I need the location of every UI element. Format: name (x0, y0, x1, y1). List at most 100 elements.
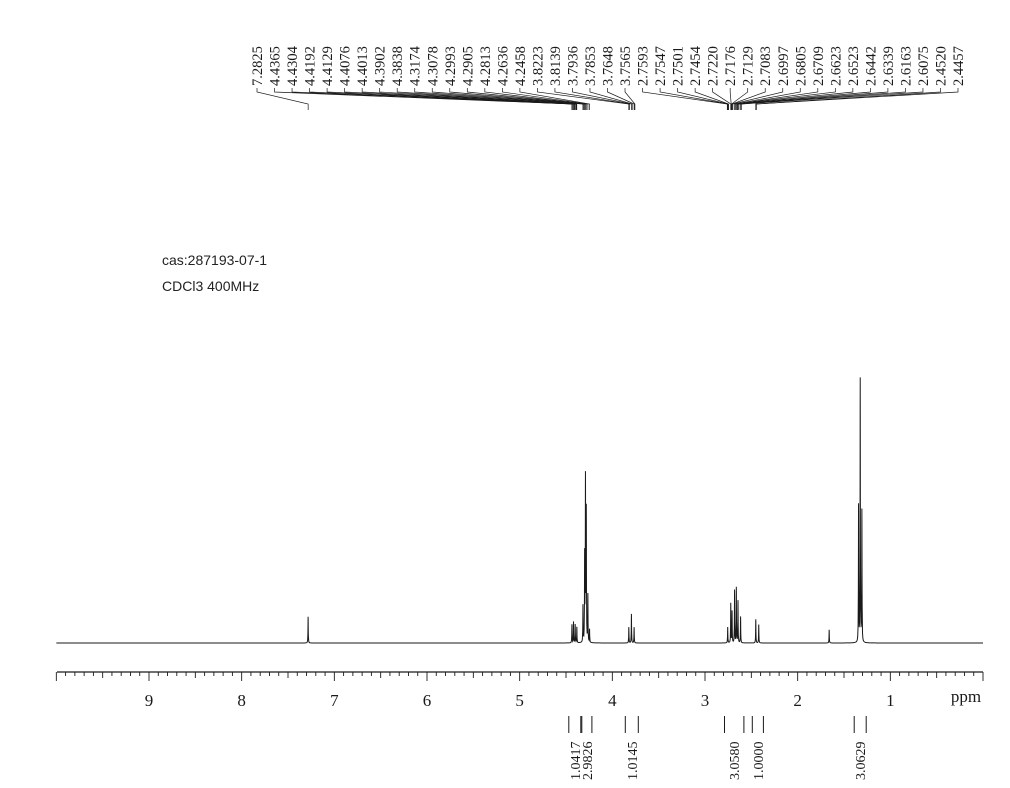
peak-leader-line (484, 88, 587, 110)
peak-leader-line (554, 88, 630, 110)
integration-value: 1.0417 (569, 742, 584, 781)
peak-label: 4.2813 (478, 46, 494, 86)
x-axis-label: ppm (951, 687, 981, 706)
peak-leader-line (732, 88, 784, 110)
peak-leader-line (361, 88, 576, 110)
peak-leader-line (379, 88, 577, 110)
peak-leader-line (537, 88, 630, 110)
peak-leader-line (274, 88, 573, 110)
x-tick-label: 3 (701, 691, 710, 710)
peak-label: 2.7176 (723, 46, 739, 86)
peak-label: 2.6709 (811, 46, 827, 86)
peak-leader-line (344, 88, 575, 110)
peak-label: 2.6997 (776, 46, 792, 86)
peak-label: 2.7501 (671, 46, 687, 86)
peak-leader-line (519, 88, 590, 110)
peak-label: 2.7593 (636, 46, 652, 86)
integration-bracket (568, 716, 582, 733)
peak-leader-line (291, 88, 573, 110)
peak-label: 7.2825 (250, 46, 266, 86)
integration-bracket (724, 716, 745, 733)
peak-leader-line (624, 88, 636, 110)
peak-leader-line (677, 88, 729, 110)
peak-leader-line (740, 88, 906, 110)
peak-leader-line (755, 88, 941, 110)
peak-label: 4.4076 (338, 46, 354, 86)
peak-label: 2.6623 (828, 46, 844, 86)
peak-leader-line (414, 88, 584, 110)
x-tick-label: 7 (330, 691, 339, 710)
peak-label: 4.2905 (460, 46, 476, 86)
peak-leader-line (309, 88, 574, 110)
x-tick-label: 1 (886, 691, 895, 710)
peak-label: 2.4520 (933, 46, 949, 86)
integration-value: 3.0629 (854, 742, 869, 781)
peak-label: 2.6442 (863, 46, 879, 86)
peak-label: 2.6163 (898, 46, 914, 86)
peak-leader-line (756, 88, 959, 110)
peak-leader-line (607, 88, 635, 110)
x-tick-label: 9 (145, 691, 154, 710)
peak-label: 3.8223 (530, 46, 546, 86)
peak-label: 2.6339 (881, 46, 897, 86)
peak-label: 4.4365 (268, 46, 284, 86)
peak-label: 4.3838 (390, 46, 406, 86)
peak-label: 2.7220 (706, 46, 722, 86)
peak-label: 4.4013 (355, 46, 371, 86)
peak-leader-line (736, 88, 854, 110)
peak-label: 4.3902 (373, 46, 389, 86)
peak-label: 2.4457 (951, 46, 967, 86)
integration-bracket (581, 716, 593, 733)
peak-label: 2.7454 (688, 45, 704, 86)
x-tick-label: 4 (608, 691, 617, 710)
peak-leader-line (734, 88, 801, 110)
peak-label: 3.7565 (618, 46, 634, 86)
peak-leader-line (731, 88, 749, 110)
peak-label: 2.6805 (793, 46, 809, 86)
integration-value: 3.0580 (728, 742, 743, 781)
peak-label: 2.7129 (741, 46, 757, 86)
peak-label-group: 7.2825 4.4365 4.4304 4.4192 4.4129 4.4076 4.40… (250, 45, 967, 110)
peak-leader-line (738, 88, 889, 110)
peak-leader-line (729, 88, 732, 110)
integration-value: 1.0145 (626, 742, 641, 781)
peak-leader-line (326, 88, 575, 110)
peak-leader-line (659, 88, 729, 110)
peak-leader-line (466, 88, 586, 110)
x-tick-label: 5 (515, 691, 524, 710)
peak-label: 3.7936 (565, 46, 581, 86)
peak-label: 3.7853 (583, 46, 599, 86)
peak-leader-line (396, 88, 578, 110)
peak-leader-line (741, 88, 924, 110)
peak-leader-line (735, 88, 819, 110)
integration-bracket (624, 716, 639, 733)
peak-leader-line (735, 88, 836, 110)
peak-label: 3.7648 (601, 46, 617, 86)
peak-leader-line (712, 88, 732, 110)
peak-label: 4.2636 (495, 46, 511, 86)
peak-label: 3.8139 (548, 46, 564, 86)
peak-leader-line (589, 88, 633, 110)
integration-bracket (751, 716, 764, 733)
x-tick-label: 8 (237, 691, 246, 710)
peak-leader-line (572, 88, 632, 110)
peak-leader-line (731, 88, 766, 110)
peak-label: 4.4192 (303, 46, 319, 86)
integration-value: 1.0000 (752, 742, 767, 781)
peak-label: 2.6075 (916, 46, 932, 86)
peak-label: 2.7547 (653, 46, 669, 86)
peak-leader-line (642, 88, 728, 110)
cas-number-label: cas:287193-07-1 (162, 252, 268, 268)
peak-leader-line (256, 88, 309, 110)
peak-leader-line (694, 88, 729, 110)
integration-value: 2.9826 (581, 742, 596, 781)
peak-label: 2.6523 (846, 46, 862, 86)
integration-bracket (853, 716, 867, 733)
peak-leader-line (431, 88, 585, 110)
spectrum-trace (56, 377, 983, 644)
peak-label: 4.2993 (443, 46, 459, 86)
peak-label: 4.4129 (320, 46, 336, 86)
peak-label: 4.3078 (425, 46, 441, 86)
peak-label: 4.3174 (408, 45, 424, 86)
